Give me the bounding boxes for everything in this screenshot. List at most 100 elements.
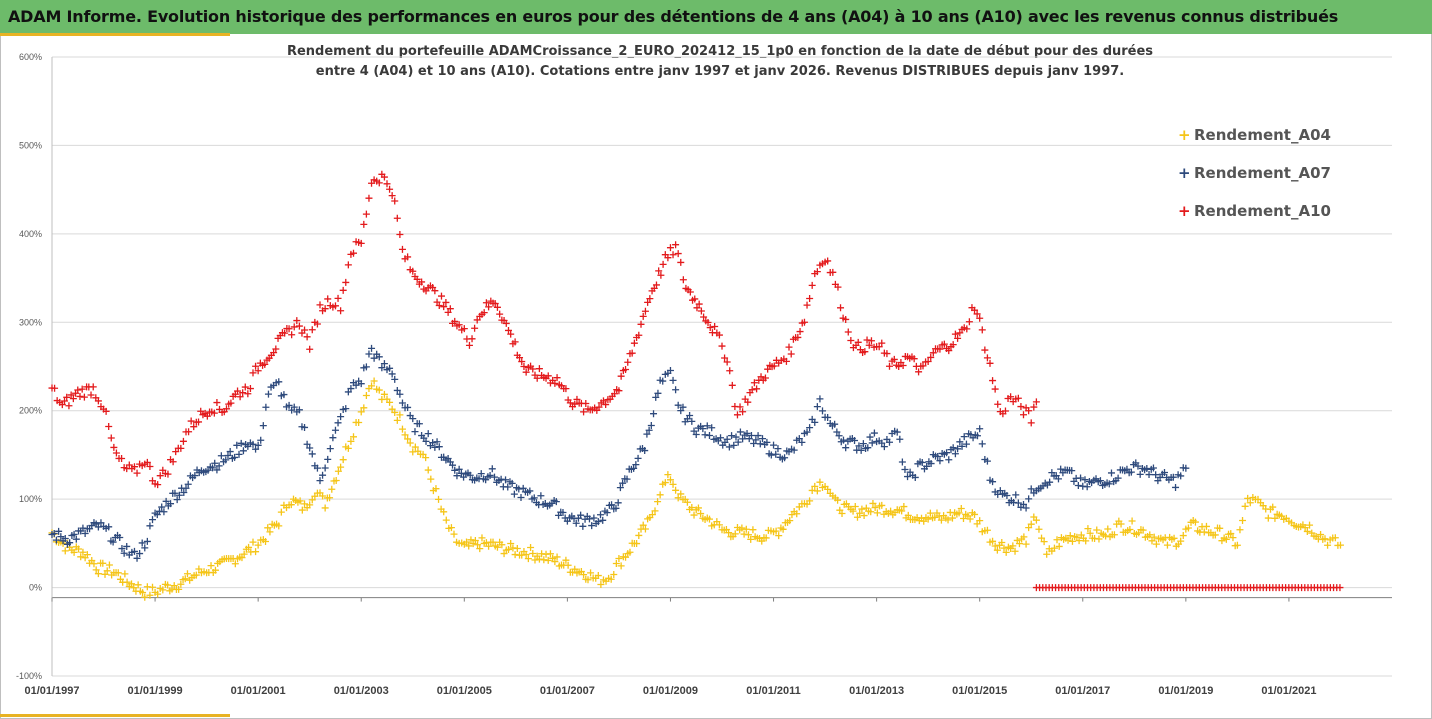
x-tick-label: 01/01/2005 — [437, 685, 492, 697]
point-rendement-a07 — [951, 450, 959, 458]
point-rendement-a10 — [74, 386, 82, 394]
point-rendement-a04 — [1009, 542, 1017, 550]
point-rendement-a07 — [306, 444, 314, 452]
point-rendement-a07 — [590, 514, 598, 522]
point-rendement-a07 — [674, 401, 682, 409]
point-rendement-a10 — [380, 173, 388, 181]
point-rendement-a07 — [686, 412, 694, 420]
point-rendement-a07 — [752, 436, 760, 444]
point-rendement-a04 — [786, 517, 794, 525]
point-rendement-a10 — [295, 322, 303, 330]
point-rendement-a10 — [107, 434, 115, 442]
point-rendement-a10 — [177, 444, 185, 452]
point-rendement-a10 — [254, 367, 262, 375]
point-rendement-a10 — [736, 403, 744, 411]
point-rendement-a10 — [334, 294, 342, 302]
point-rendement-a04 — [651, 507, 659, 515]
point-rendement-a07 — [1169, 473, 1177, 481]
point-rendement-a10 — [971, 306, 979, 314]
point-rendement-a07 — [331, 426, 339, 434]
point-rendement-a04 — [617, 562, 625, 570]
point-rendement-a07 — [559, 509, 567, 517]
point-rendement-a07 — [1012, 491, 1020, 499]
point-rendement-a04 — [544, 556, 552, 564]
point-rendement-a07 — [839, 436, 847, 444]
point-zero-line — [1336, 584, 1344, 592]
point-rendement-a04 — [1271, 514, 1279, 522]
point-rendement-a10 — [726, 367, 734, 375]
point-rendement-a10 — [994, 400, 1002, 408]
point-rendement-a07 — [275, 378, 283, 386]
point-rendement-a10 — [249, 369, 257, 377]
point-rendement-a07 — [1081, 476, 1089, 484]
point-rendement-a10 — [89, 383, 97, 391]
point-rendement-a07 — [577, 511, 585, 519]
point-rendement-a07 — [960, 433, 968, 441]
chart-title-line-1: Rendement du portefeuille ADAMCroissance… — [286, 44, 1154, 59]
point-rendement-a04 — [635, 531, 643, 539]
point-rendement-a10 — [169, 458, 177, 466]
point-rendement-a04 — [900, 503, 908, 511]
point-rendement-a04 — [1303, 527, 1311, 535]
point-rendement-a04 — [1177, 537, 1185, 545]
point-rendement-a07 — [659, 377, 667, 385]
point-rendement-a10 — [239, 389, 247, 397]
point-rendement-a10 — [213, 399, 221, 407]
point-rendement-a07 — [692, 431, 700, 439]
point-rendement-a10 — [391, 197, 399, 205]
point-rendement-a07 — [630, 464, 638, 472]
point-rendement-a07 — [226, 448, 234, 456]
chart-title-line-2: entre 4 (A04) et 10 ans (A10). Cotations… — [315, 64, 1125, 79]
point-rendement-a07 — [864, 444, 872, 452]
point-rendement-a07 — [239, 447, 247, 455]
point-rendement-a07 — [324, 455, 332, 463]
point-rendement-a07 — [435, 443, 443, 451]
point-rendement-a04 — [1211, 531, 1219, 539]
point-rendement-a04 — [478, 534, 486, 542]
point-rendement-a10 — [949, 341, 957, 349]
point-rendement-a04 — [535, 555, 543, 563]
point-rendement-a04 — [531, 556, 539, 564]
point-rendement-a10 — [261, 360, 269, 368]
point-rendement-a04 — [656, 491, 664, 499]
point-rendement-a04 — [391, 408, 399, 416]
point-rendement-a10 — [442, 298, 450, 306]
point-rendement-a07 — [866, 433, 874, 441]
point-rendement-a07 — [945, 456, 953, 464]
point-rendement-a07 — [133, 554, 141, 562]
point-rendement-a04 — [1040, 538, 1048, 546]
point-rendement-a07 — [958, 442, 966, 450]
point-rendement-a07 — [184, 480, 192, 488]
point-rendement-a07 — [1114, 474, 1122, 482]
point-rendement-a04 — [424, 466, 432, 474]
point-rendement-a04 — [633, 540, 641, 548]
point-rendement-a07 — [705, 431, 713, 439]
point-rendement-a10 — [535, 365, 543, 373]
point-rendement-a10 — [69, 395, 77, 403]
point-rendement-a04 — [334, 467, 342, 475]
point-rendement-a04 — [296, 497, 304, 505]
point-rendement-a10 — [715, 331, 723, 339]
point-rendement-a07 — [585, 515, 593, 523]
point-rendement-a10 — [617, 372, 625, 380]
point-rendement-a07 — [855, 442, 863, 450]
point-rendement-a10 — [837, 304, 845, 312]
x-tick-label: 01/01/2019 — [1158, 685, 1213, 697]
point-rendement-a07 — [978, 440, 986, 448]
x-tick-label: 01/01/2001 — [231, 685, 286, 697]
point-rendement-a07 — [254, 441, 262, 449]
point-rendement-a04 — [856, 509, 864, 517]
point-rendement-a10 — [803, 301, 811, 309]
point-rendement-a04 — [396, 411, 404, 419]
point-rendement-a04 — [1064, 536, 1072, 544]
point-rendement-a04 — [584, 576, 592, 584]
point-rendement-a04 — [463, 538, 471, 546]
point-rendement-a07 — [123, 542, 131, 550]
point-rendement-a04 — [347, 437, 355, 445]
point-rendement-a10 — [324, 295, 332, 303]
point-rendement-a07 — [893, 428, 901, 436]
point-rendement-a10 — [133, 469, 141, 477]
x-tick-label: 01/01/2017 — [1055, 685, 1110, 697]
point-rendement-a10 — [910, 355, 918, 363]
point-rendement-a04 — [326, 494, 334, 502]
